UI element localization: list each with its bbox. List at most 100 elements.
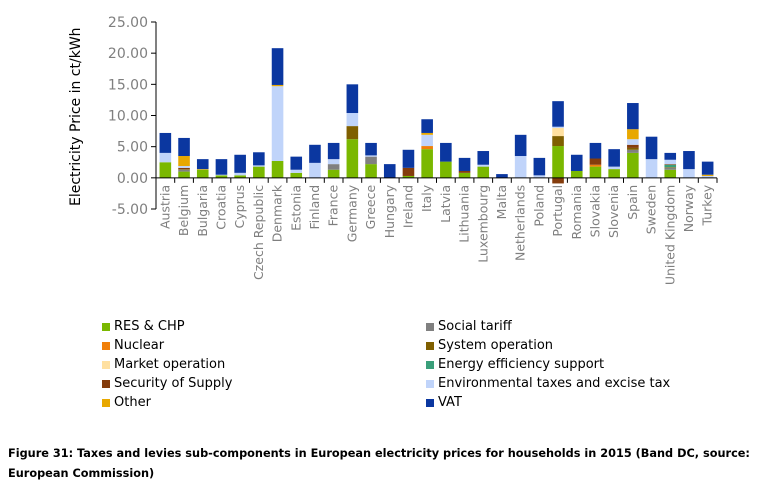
bar-stack-malta [496, 174, 508, 178]
bar-stack-poland [533, 157, 546, 178]
bar-stack-sweden [645, 136, 658, 178]
bar-segment-res-chp [627, 152, 639, 178]
y-tick-label: 25.00 [108, 15, 148, 31]
bar-stack-portugal [552, 101, 564, 184]
legend-swatch [102, 360, 110, 369]
legend-swatch [102, 341, 110, 350]
bar-segment-res-chp [608, 169, 620, 178]
bar-segment-res-chp [440, 161, 452, 178]
x-tick-label: Slovakia [587, 185, 602, 237]
bar-segment-res-chp [664, 169, 677, 178]
legend-item: Market operation [102, 357, 225, 372]
legend-label: System operation [438, 338, 554, 353]
bar-segment-vat [440, 142, 452, 162]
bar-segment-vat [701, 161, 714, 175]
bar-segment-environmental-taxes-and-excise-tax [346, 113, 359, 127]
bar-segment-system-operation [346, 126, 359, 140]
legend-item: Environmental taxes and excise tax [426, 376, 670, 391]
bar-segment-other [196, 169, 209, 170]
bar-segment-vat [178, 137, 190, 157]
bar-stack-germany [346, 84, 359, 178]
bar-segment-social-tariff [327, 164, 340, 170]
bar-segment-system-operation [178, 169, 190, 170]
bar-stack-greece [365, 142, 377, 178]
legend-item: Energy efficiency support [426, 357, 604, 372]
bar-segment-res-chp [290, 172, 303, 178]
bar-segment-res-chp [589, 166, 602, 178]
x-tick-label: Romania [569, 185, 584, 240]
bar-stack-slovakia [589, 142, 602, 178]
bar-segment-security-of-supply [589, 158, 602, 165]
bar-segment-other [271, 84, 284, 87]
bar-segment-environmental-taxes-and-excise-tax [627, 139, 639, 145]
bar-segment-environmental-taxes-and-excise-tax [683, 169, 695, 178]
bar-segment-environmental-taxes-and-excise-tax [290, 169, 303, 173]
bar-stack-finland [309, 144, 321, 178]
y-axis: 25.00 20.00 15.00 10.00 5.00 0.00 -5.00 [108, 15, 157, 218]
bar-stack-croatia [215, 159, 228, 178]
bar-segment-vat [402, 149, 415, 168]
bar-segment-other [627, 129, 639, 140]
bar-segment-vat [458, 157, 471, 171]
bar-segment-security-of-supply [178, 167, 190, 170]
caption-line-2: European Commission) [8, 467, 155, 480]
bar-segment-security-of-supply [627, 144, 639, 148]
x-tick-label: France [326, 185, 341, 227]
x-tick-label: Italy [419, 184, 434, 212]
x-tick-label: Finland [307, 185, 322, 230]
x-tick-label: Turkey [700, 184, 715, 226]
bar-segment-environmental-taxes-and-excise-tax [701, 175, 714, 178]
legend-swatch [426, 379, 434, 388]
bar-segment-environmental-taxes-and-excise-tax [608, 166, 620, 170]
bar-segment-vat [271, 48, 284, 85]
bar-segment-vat [477, 151, 490, 165]
bar-segment-social-tariff [627, 149, 639, 153]
bar-segment-market-operation [552, 127, 564, 137]
figure-caption: Figure 31: Taxes and levies sub-componen… [8, 444, 773, 484]
x-tick-label: United Kingdom [662, 185, 677, 285]
bar-segment-vat [552, 101, 564, 127]
legend-swatch [426, 341, 434, 350]
legend-swatch [426, 398, 434, 407]
legend-item: Security of Supply [102, 376, 232, 391]
bar-segment-other [701, 174, 714, 176]
y-tick-label: 15.00 [108, 77, 148, 93]
bar-segment-security-of-supply [402, 167, 415, 176]
legend-item: Nuclear [102, 338, 164, 353]
bar-stack-italy [421, 119, 433, 178]
bar-segment-system-operation [664, 167, 677, 168]
bar-stack-hungary [383, 164, 396, 178]
bar-segment-vat [533, 157, 546, 176]
bar-stack-bulgaria [196, 159, 209, 178]
bar-segment-res-chp [458, 172, 471, 178]
bar-segment-vat [664, 152, 677, 160]
bar-segment-vat [645, 136, 658, 160]
legend-item: Other [102, 395, 151, 410]
legend-swatch [102, 322, 110, 331]
bar-stack-slovenia [608, 149, 620, 178]
bar-segment-vat [570, 154, 583, 171]
bar-segment-nuclear [589, 164, 602, 167]
bar-segment-security-of-supply [552, 177, 564, 184]
stacked-bar-chart: Electricity Price in ct/kWh 25.00 20.00 15… [68, 15, 718, 285]
legend-item: VAT [426, 395, 462, 410]
y-tick-label: -5.00 [112, 202, 148, 218]
legend-label: Security of Supply [114, 376, 233, 391]
bar-segment-energy-efficiency-support [664, 164, 677, 168]
bar-segment-environmental-taxes-and-excise-tax [234, 172, 246, 176]
x-tick-label: Latvia [438, 185, 453, 223]
bar-segment-vat [215, 159, 228, 175]
legend-swatch [102, 398, 110, 407]
bar-stack-denmark [271, 48, 284, 178]
x-tick-label: Estonia [288, 185, 303, 231]
y-tick-label: 10.00 [108, 109, 148, 125]
bar-segment-res-chp [253, 166, 265, 178]
bar-segment-res-chp [327, 169, 340, 178]
bar-segment-res-chp [365, 164, 377, 178]
bar-segment-social-tariff [664, 167, 677, 170]
x-tick-label: Netherlands [513, 185, 528, 261]
bar-segment-res-chp [159, 162, 172, 178]
bar-segment-environmental-taxes-and-excise-tax [159, 152, 172, 163]
legend-label: Environmental taxes and excise tax [438, 376, 671, 391]
bar-segment-environmental-taxes-and-excise-tax [327, 159, 340, 165]
